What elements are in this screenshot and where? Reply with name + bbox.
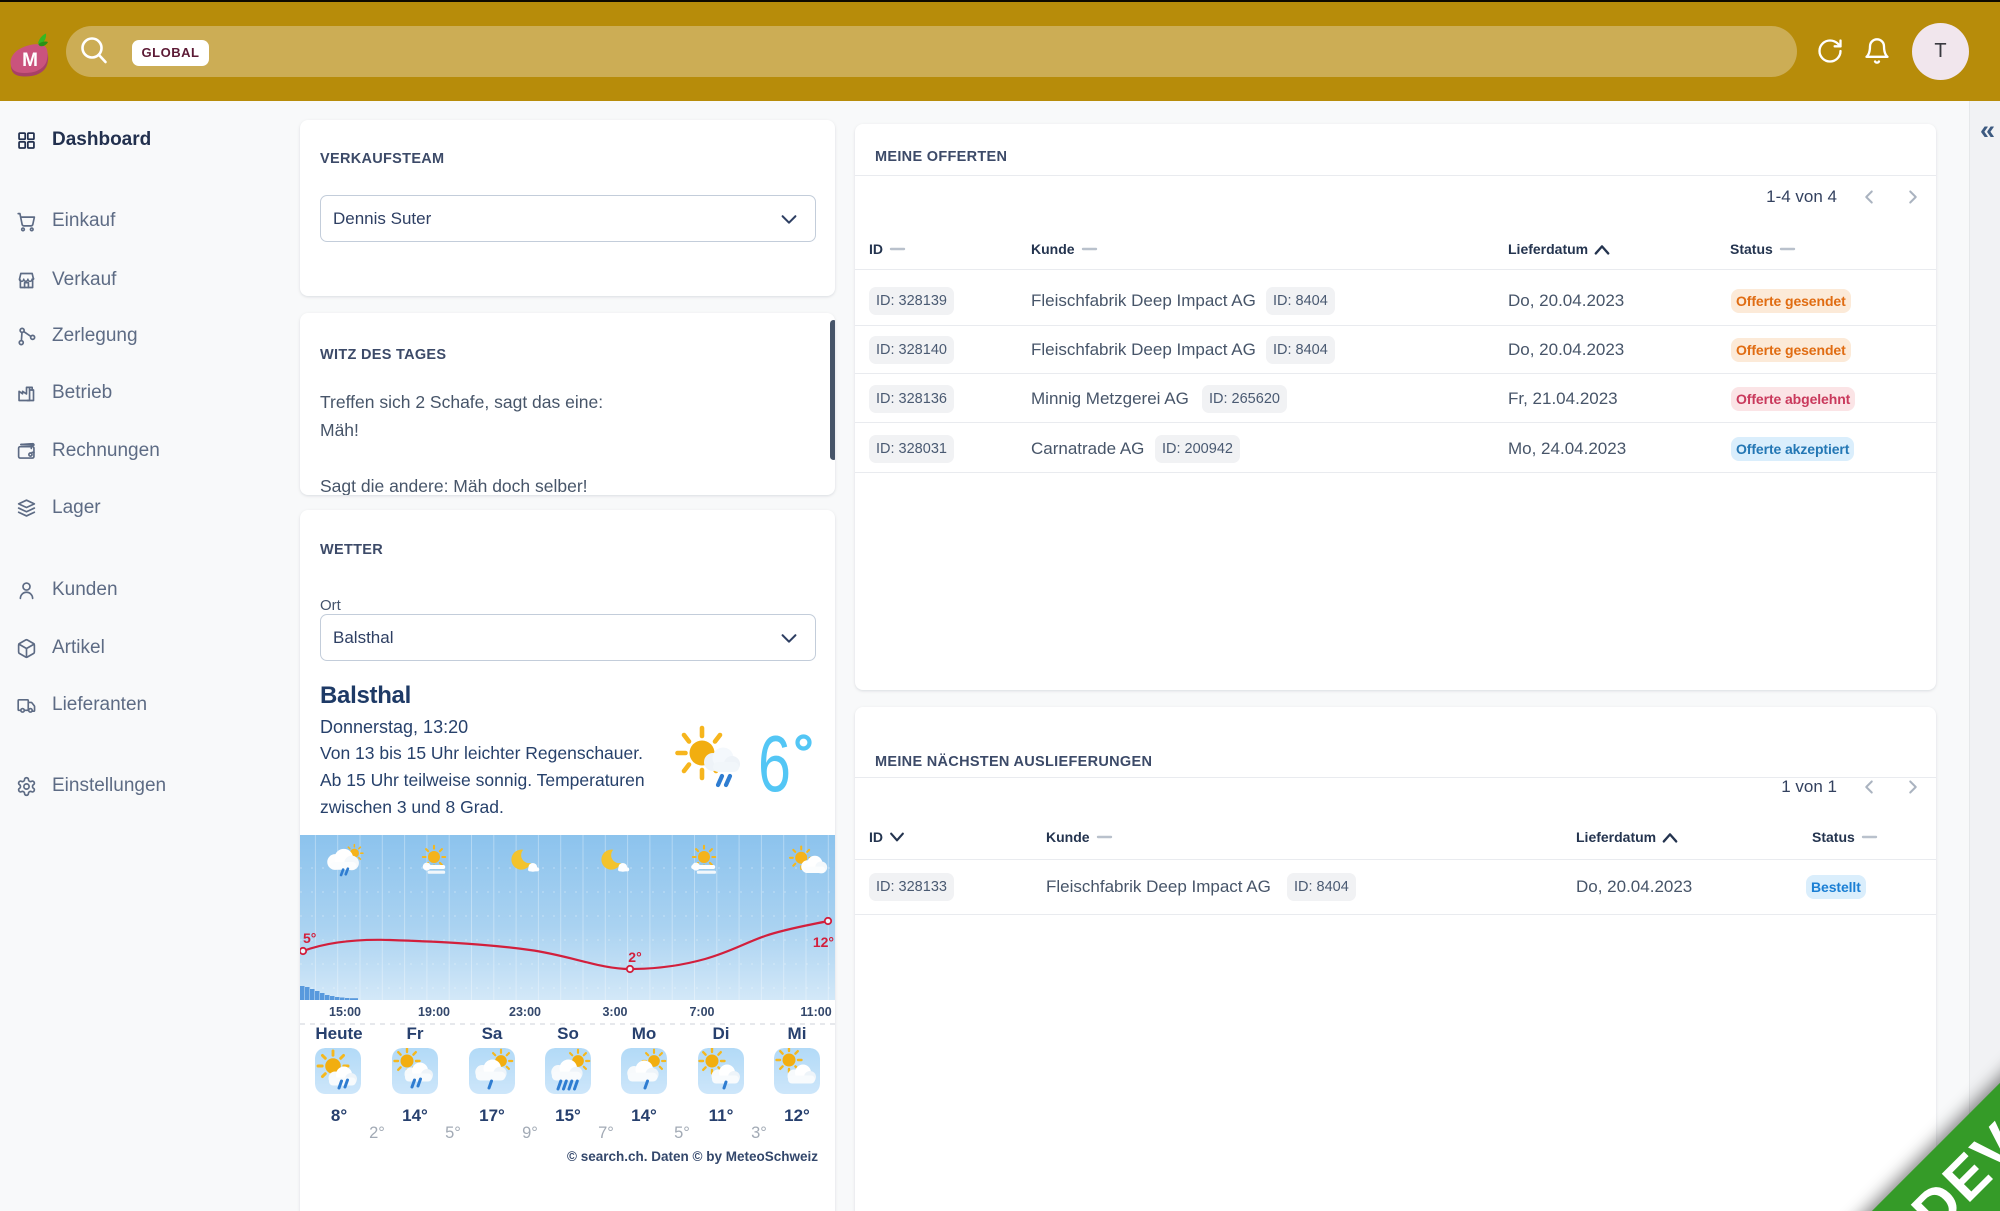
svg-text:7:00: 7:00 <box>689 1005 714 1019</box>
svg-text:15:00: 15:00 <box>329 1005 361 1019</box>
svg-text:3:00: 3:00 <box>602 1005 627 1019</box>
svg-text:11:00: 11:00 <box>800 1005 831 1019</box>
svg-text:2°: 2° <box>628 949 641 965</box>
svg-text:M: M <box>22 50 38 71</box>
svg-text:5°: 5° <box>303 930 316 946</box>
svg-text:23:00: 23:00 <box>509 1005 541 1019</box>
svg-text:19:00: 19:00 <box>418 1005 450 1019</box>
svg-text:12°: 12° <box>813 934 834 950</box>
